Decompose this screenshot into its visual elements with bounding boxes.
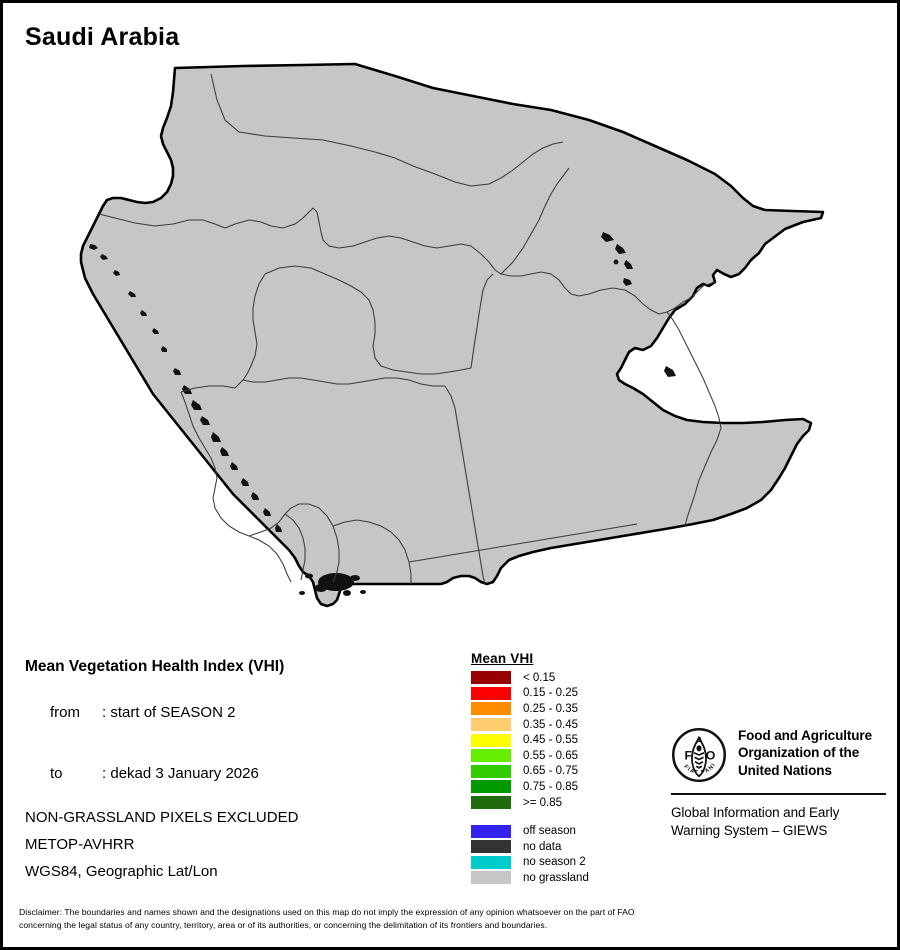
fao-org-line-2: Organization of the [738,745,860,761]
legend-item: 0.45 - 0.55 [471,732,641,748]
info-note-sensor: METOP-AVHRR [25,836,135,853]
info-note-projection: WGS84, Geographic Lat/Lon [25,863,218,880]
saudi-arabia-map[interactable] [3,48,897,648]
legend-item-special: no season 2 [471,855,641,871]
legend-swatch [471,855,511,869]
legend-swatch [471,824,511,838]
legend-swatch [471,702,511,716]
info-note-exclusion: NON-GRASSLAND PIXELS EXCLUDED [25,809,299,826]
legend-item-special: off season [471,823,641,839]
legend-item: 0.15 - 0.25 [471,686,641,702]
legend-label: 0.25 - 0.35 [523,702,578,715]
info-heading: Mean Vegetation Health Index (VHI) [25,658,285,675]
disclaimer-line-1: Disclaimer: The boundaries and names sho… [19,907,635,917]
legend-swatch [471,671,511,685]
info-sep-to: : [102,765,111,782]
legend-swatch [471,686,511,700]
fao-letter-a: A [695,735,703,747]
legend-item: < 0.15 [471,670,641,686]
info-row-to: to: dekad 3 January 2026 [25,748,455,799]
legend-label: no grassland [523,871,589,884]
legend-label: < 0.15 [523,671,556,684]
giews-line-1: Global Information and Early [671,805,840,820]
info-key-from: from [50,704,81,721]
legend-swatch [471,764,511,778]
legend-item: 0.35 - 0.45 [471,717,641,733]
legend-item: 0.55 - 0.65 [471,748,641,764]
page-title: Saudi Arabia [25,23,180,51]
legend-label: off season [523,825,576,838]
legend-item: 0.25 - 0.35 [471,701,641,717]
map-info-block: Mean Vegetation Health Index (VHI) from:… [25,658,455,890]
legend-item-special: no data [471,839,641,855]
legend-swatch [471,796,511,810]
legend-spacer [471,810,641,823]
legend-title: Mean VHI [471,651,534,666]
legend-label: 0.35 - 0.45 [523,718,578,731]
red-sea-coast-detail [89,244,366,596]
admin-boundaries [98,73,722,585]
legend-swatch [471,733,511,747]
legend-item: >= 0.85 [471,795,641,811]
legend-swatch [471,780,511,794]
fao-org-line-3: United Nations [738,762,832,778]
legend-item: 0.65 - 0.75 [471,764,641,780]
fao-letter-f: F [684,748,692,762]
legend-label: 0.55 - 0.65 [523,749,578,762]
fao-org-line-1: Food and Agriculture [738,728,872,743]
info-row-from: from: start of SEASON 2 [25,687,455,738]
legend: Mean VHI < 0.15 0.15 - 0.25 0.25 - 0.35 … [471,651,641,886]
legend-label: 0.75 - 0.85 [523,780,578,793]
legend-label: no data [523,840,562,853]
legend-swatch [471,840,511,854]
info-value-to: dekad 3 January 2026 [110,765,259,782]
disclaimer: Disclaimer: The boundaries and names sho… [19,906,881,933]
giews-line-2: Warning System – GIEWS [671,822,828,838]
disclaimer-line-2: concerning the legal status of any count… [19,920,548,931]
country-polygon[interactable] [79,62,825,608]
giews-programme-name: Global Information and Early Warning Sys… [671,804,886,840]
legend-item-special: no grassland [471,870,641,886]
legend-label: 0.65 - 0.75 [523,765,578,778]
legend-swatch [471,749,511,763]
legend-label: 0.45 - 0.55 [523,734,578,747]
map-canvas[interactable] [3,48,897,648]
legend-label: >= 0.85 [523,796,563,809]
legend-label: 0.15 - 0.25 [523,687,578,700]
fao-logo-icon: F A O FIAT PANIS [671,727,727,783]
fao-letter-o: O [706,748,716,762]
legend-label: no season 2 [523,856,586,869]
persian-gulf-coast-detail [601,232,676,377]
fao-divider [671,793,886,795]
info-value-from: start of SEASON 2 [110,704,236,721]
legend-swatch [471,718,511,732]
info-sep-from: : [102,704,111,721]
legend-swatch [471,871,511,885]
info-key-to: to [50,765,63,782]
fao-organisation-name: Food and Agriculture Organization of the… [738,727,872,779]
fao-branding-block: F A O FIAT PANIS Food and Agriculture Or… [671,727,886,840]
legend-item: 0.75 - 0.85 [471,779,641,795]
